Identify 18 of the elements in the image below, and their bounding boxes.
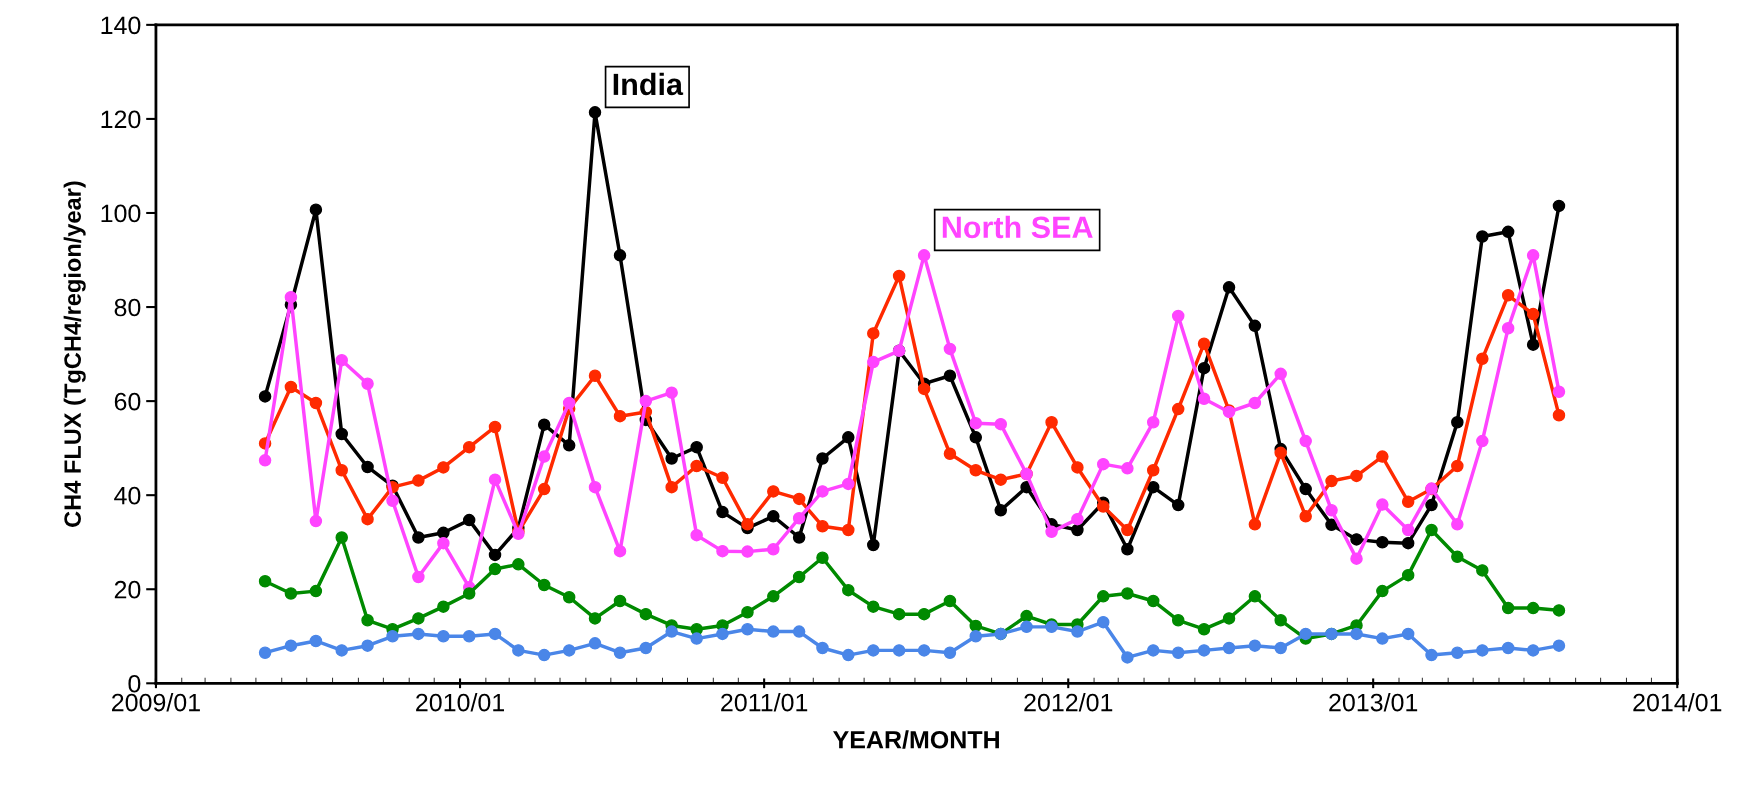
x-tick-label: 2013/01 <box>1329 693 1418 712</box>
x-axis-title: YEAR/MONTH <box>833 730 999 749</box>
x-tick-label: 2014/01 <box>1633 693 1722 712</box>
y-tick-label: 0 <box>128 674 141 693</box>
x-tick-label: 2010/01 <box>416 693 505 712</box>
series-label: North SEA <box>942 215 1093 239</box>
x-tick-label: 2012/01 <box>1024 693 1113 712</box>
y-tick-label: 100 <box>101 204 141 223</box>
y-tick-label: 20 <box>114 580 141 599</box>
y-tick-label: 120 <box>101 110 141 129</box>
y-tick-label: 140 <box>101 16 141 35</box>
x-tick-label: 2011/01 <box>721 693 808 712</box>
series-label: India <box>613 72 684 96</box>
y-tick-label: 80 <box>114 298 141 317</box>
y-tick-label: 40 <box>114 486 141 505</box>
x-tick-label: 2009/01 <box>112 693 200 712</box>
y-tick-label: 60 <box>114 392 141 411</box>
y-axis-title: CH4 FLUX (TgCH4/region/year) <box>63 181 86 527</box>
